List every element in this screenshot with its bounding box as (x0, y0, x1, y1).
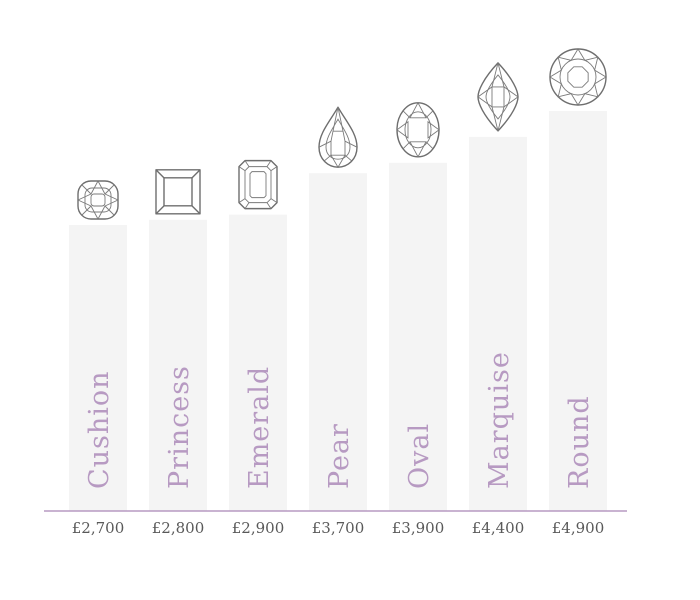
bar-oval (389, 162, 447, 511)
value-label-emerald: £2,900 (232, 519, 285, 537)
value-label-pear: £3,700 (312, 519, 365, 537)
bar-emerald (229, 214, 287, 512)
bar-marquise (469, 136, 527, 511)
oval-cut-icon (396, 101, 440, 158)
value-label-princess: £2,800 (152, 519, 205, 537)
bar-pear (309, 173, 367, 511)
bar-princess (149, 219, 207, 511)
bar-cushion (69, 225, 127, 511)
category-labels-group: Cushion Princess Emerald Pear Oval Marquise Ro… (84, 351, 595, 489)
value-labels-group: £2,700 £2,800 £2,900 £3,700 £3,900 £4,400 £4,9… (72, 519, 605, 537)
category-label-emerald: Emerald (244, 366, 275, 489)
marquise-cut-icon (477, 62, 519, 132)
category-label-pear: Pear (324, 423, 355, 489)
bar-round (549, 111, 607, 511)
princess-cut-icon (155, 169, 201, 215)
category-label-cushion: Cushion (84, 370, 115, 489)
category-label-marquise: Marquise (484, 351, 515, 489)
bars-group (69, 111, 607, 512)
gem-icons-group (77, 48, 607, 220)
category-label-oval: Oval (404, 423, 435, 489)
value-label-oval: £3,900 (392, 519, 445, 537)
category-label-round: Round (564, 395, 595, 489)
value-label-cushion: £2,700 (72, 519, 125, 537)
pear-cut-icon (318, 106, 358, 169)
value-label-round: £4,900 (552, 519, 605, 537)
category-label-princess: Princess (164, 365, 195, 489)
cushion-cut-icon (77, 180, 119, 220)
value-label-marquise: £4,400 (472, 519, 525, 537)
round-cut-icon (549, 48, 607, 106)
emerald-cut-icon (238, 159, 278, 210)
